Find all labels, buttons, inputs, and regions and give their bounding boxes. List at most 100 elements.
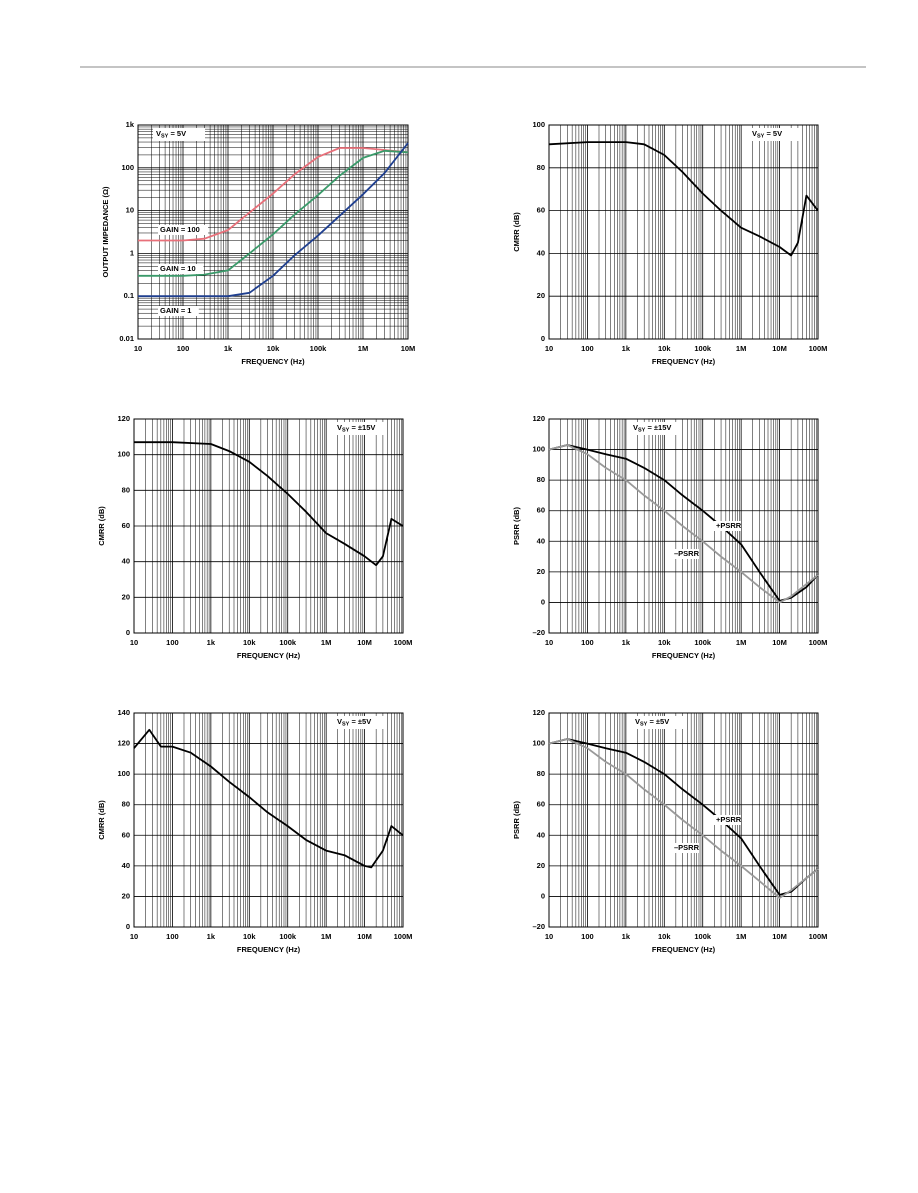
- y-tick-label: 100: [121, 163, 134, 172]
- annotation: VSY = ±5V: [337, 717, 371, 728]
- x-tick-label: 1M: [736, 638, 746, 647]
- x-tick-label: 10k: [658, 344, 671, 353]
- x-axis-label: FREQUENCY (Hz): [652, 945, 716, 954]
- plot-frame: [133, 712, 404, 928]
- plot-area: [549, 125, 818, 339]
- x-tick-label: 100M: [394, 932, 413, 941]
- x-axis-label: FREQUENCY (Hz): [237, 945, 301, 954]
- annotation-bg: [334, 422, 386, 435]
- annotation-part: = 5V: [764, 129, 782, 138]
- x-tick-label: 100k: [694, 344, 712, 353]
- plot-frame: [548, 712, 819, 928]
- y-tick-label: 60: [122, 521, 130, 530]
- x-tick-label: 100: [177, 344, 190, 353]
- annotation-part: SY: [640, 722, 648, 728]
- y-tick-label: 20: [537, 567, 545, 576]
- series-label-bg: [158, 264, 204, 274]
- x-tick-label: 10k: [243, 932, 256, 941]
- series-label-bg: [714, 521, 741, 531]
- annotation: VSY = 5V: [752, 129, 782, 140]
- annotation-part: = ±5V: [349, 717, 371, 726]
- y-tick-label: 20: [537, 861, 545, 870]
- y-tick-label: 60: [537, 800, 545, 809]
- annotation-part: V: [633, 423, 638, 432]
- series-label: –PSRR: [674, 549, 700, 558]
- series-label: +PSRR: [716, 521, 742, 530]
- series-line: [548, 141, 819, 257]
- series-line: [134, 441, 404, 567]
- x-tick-label: 100: [581, 932, 594, 941]
- y-tick-label: 120: [532, 708, 545, 717]
- x-tick-label: 1k: [622, 638, 631, 647]
- series-line: [138, 149, 409, 277]
- annotation-part: V: [337, 423, 342, 432]
- x-tick-label: 1M: [358, 344, 368, 353]
- series-line: [138, 147, 409, 242]
- plot-frame: [548, 418, 819, 634]
- y-tick-label: 100: [117, 450, 130, 459]
- x-tick-label: 10: [545, 932, 553, 941]
- x-tick-label: 1M: [736, 344, 746, 353]
- x-tick-label: 10: [545, 344, 553, 353]
- x-tick-label: 10k: [243, 638, 256, 647]
- y-tick-label: 120: [532, 414, 545, 423]
- series-label: +PSRR: [716, 815, 742, 824]
- x-tick-label: 10M: [357, 932, 372, 941]
- x-tick-label: 10M: [772, 344, 787, 353]
- y-tick-label: 60: [537, 506, 545, 515]
- x-tick-label: 1M: [321, 932, 331, 941]
- annotation: VSY = ±15V: [337, 423, 375, 434]
- x-tick-label: 1M: [736, 932, 746, 941]
- y-axis-label: CMRR (dB): [97, 506, 106, 546]
- annotation-part: V: [337, 717, 342, 726]
- x-tick-label: 10k: [658, 638, 671, 647]
- x-tick-label: 10M: [401, 344, 416, 353]
- x-tick-label: 10: [130, 932, 138, 941]
- y-tick-label: 40: [537, 536, 545, 545]
- annotation-part: = ±5V: [647, 717, 669, 726]
- y-tick-label: 100: [532, 739, 545, 748]
- annotation-part: SY: [161, 134, 169, 140]
- x-tick-label: 1k: [207, 932, 216, 941]
- y-tick-label: 40: [537, 830, 545, 839]
- series-line: [138, 142, 409, 298]
- y-tick-label: 10: [126, 206, 134, 215]
- series-label-bg: [672, 549, 699, 559]
- y-tick-label: 40: [537, 248, 545, 257]
- x-tick-label: 10M: [357, 638, 372, 647]
- x-tick-label: 100: [166, 638, 179, 647]
- x-tick-label: 1k: [622, 344, 631, 353]
- y-tick-label: 100: [532, 445, 545, 454]
- series-label: GAIN = 1: [160, 306, 191, 315]
- y-tick-label: –20: [532, 628, 545, 637]
- x-tick-label: 10M: [772, 932, 787, 941]
- annotation-part: = 5V: [168, 129, 186, 138]
- y-tick-label: 20: [122, 592, 130, 601]
- x-tick-label: 1k: [207, 638, 216, 647]
- y-tick-label: 1: [130, 248, 134, 257]
- x-tick-label: 100M: [809, 932, 828, 941]
- x-tick-label: 100M: [809, 638, 828, 647]
- annotation-bg: [630, 422, 682, 435]
- x-tick-label: 10: [545, 638, 553, 647]
- annotation-part: SY: [757, 134, 765, 140]
- x-axis-label: FREQUENCY (Hz): [237, 651, 301, 660]
- y-tick-label: –20: [532, 922, 545, 931]
- x-tick-label: 10: [134, 344, 142, 353]
- annotation-part: SY: [342, 428, 350, 434]
- x-tick-label: 1k: [622, 932, 631, 941]
- y-tick-label: 60: [537, 206, 545, 215]
- series-label-bg: [714, 815, 741, 825]
- y-tick-label: 120: [117, 414, 130, 423]
- annotation-part: = ±15V: [645, 423, 671, 432]
- series-line: [548, 738, 819, 899]
- y-tick-label: 40: [122, 861, 130, 870]
- y-tick-label: 20: [122, 891, 130, 900]
- x-tick-label: 1M: [321, 638, 331, 647]
- series-label-bg: [158, 306, 199, 316]
- x-axis-label: FREQUENCY (Hz): [241, 357, 305, 366]
- x-axis-label: FREQUENCY (Hz): [652, 357, 716, 366]
- annotation-bg: [153, 128, 205, 141]
